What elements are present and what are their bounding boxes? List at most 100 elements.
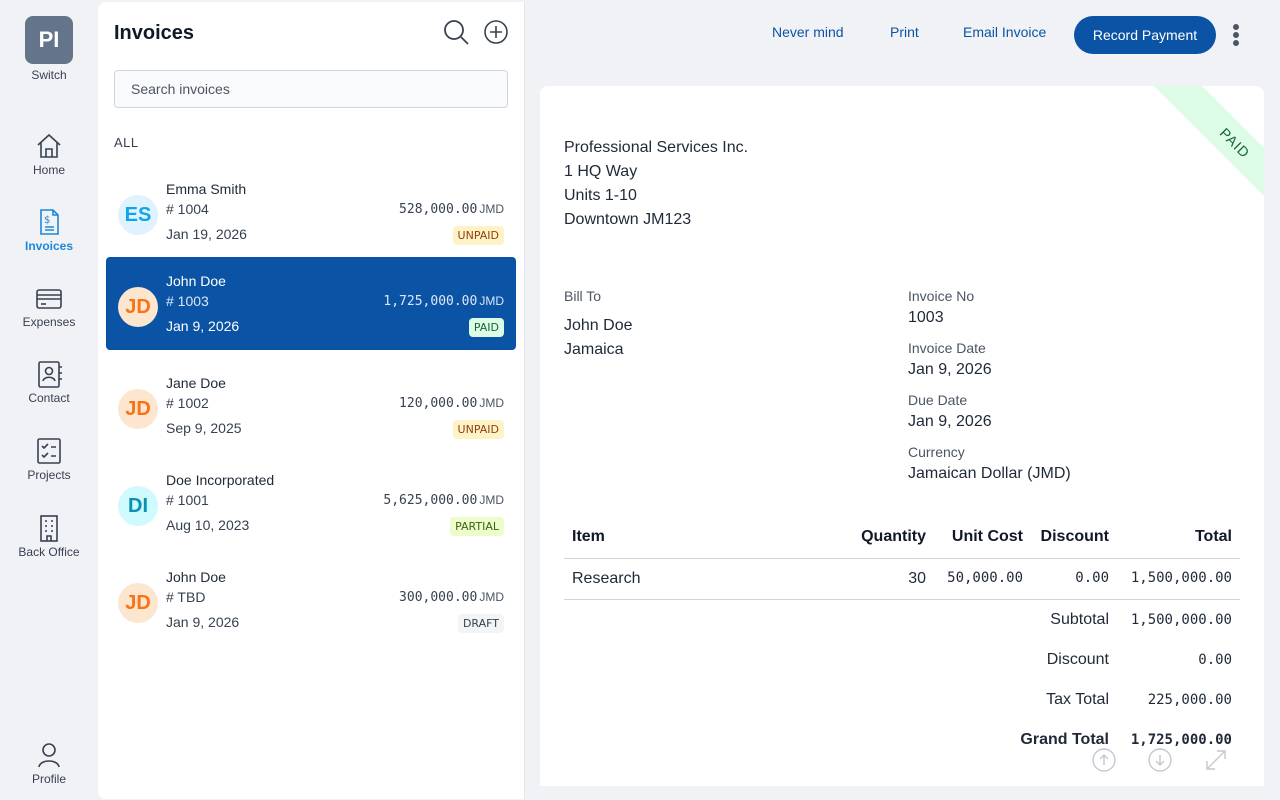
- print-button[interactable]: Print: [890, 24, 919, 40]
- nav-profile[interactable]: Profile: [0, 740, 98, 786]
- invoice-date: Jan 19, 2026: [166, 226, 247, 242]
- expand-icon[interactable]: [1203, 747, 1229, 773]
- amount-currency: JMD: [479, 493, 504, 507]
- grand-total-label: Grand Total: [1020, 731, 1109, 748]
- nav-contact[interactable]: Contact: [0, 359, 98, 405]
- wallet-icon: [36, 289, 62, 309]
- amount-currency: JMD: [479, 294, 504, 308]
- invoice-amount: 1,725,000.00 JMD: [383, 294, 504, 309]
- bill-to-label: Bill To: [564, 288, 602, 304]
- more-options-icon[interactable]: [1226, 20, 1246, 50]
- discount-label: Discount: [1046, 651, 1109, 668]
- switch-label: Switch: [31, 68, 67, 82]
- currency-value: Jamaican Dollar (JMD): [908, 465, 1071, 482]
- avatar: DI: [118, 486, 158, 526]
- table-divider: [564, 599, 1240, 600]
- invoice-date-label: Invoice Date: [908, 340, 986, 356]
- status-badge: UNPAID: [452, 226, 504, 245]
- row-total: 1,500,000.00: [1130, 570, 1232, 586]
- nav-back-office[interactable]: Back Office: [0, 513, 98, 559]
- col-header-total: Total: [1194, 528, 1232, 545]
- invoice-no-label: Invoice No: [908, 288, 975, 304]
- section-label-all: ALL: [114, 135, 139, 150]
- avatar: JD: [118, 389, 158, 429]
- user-icon: [38, 743, 60, 768]
- home-icon: [37, 133, 61, 158]
- search-icon[interactable]: [442, 18, 470, 46]
- never-mind-button[interactable]: Never mind: [772, 24, 844, 40]
- nav-home-label: Home: [32, 163, 65, 177]
- status-badge: PARTIAL: [450, 517, 504, 536]
- scroll-up-icon[interactable]: [1091, 747, 1117, 773]
- switch-button[interactable]: PI: [25, 16, 73, 64]
- invoice-customer-name: Emma Smith: [166, 181, 247, 197]
- invoice-date: Aug 10, 2023: [166, 517, 250, 533]
- invoice-list-item[interactable]: JD John Doe # 1003 Jan 9, 2026 1,725,000.00 J…: [106, 257, 516, 350]
- invoice-list-item[interactable]: ES Emma Smith # 1004 Jan 19, 2026 528,000.00…: [106, 165, 516, 258]
- nav-expenses-label: Expenses: [22, 315, 76, 329]
- checklist-icon: [37, 438, 61, 464]
- invoice-number: # TBD: [166, 589, 206, 605]
- record-payment-button[interactable]: Record Payment: [1074, 16, 1216, 54]
- nav-contact-label: Contact: [28, 391, 70, 405]
- status-badge: PAID: [468, 318, 504, 337]
- invoice-list-item[interactable]: JD Jane Doe # 1002 Sep 9, 2025 120,000.00 JMD…: [106, 359, 516, 452]
- discount-value: 0.00: [1198, 652, 1232, 668]
- invoice-amount: 120,000.00 JMD: [399, 396, 504, 411]
- invoice-document: PAID Professional Services Inc. 1 HQ Way…: [540, 86, 1264, 786]
- invoice-number: # 1003: [166, 293, 209, 309]
- col-header-unit-cost: Unit Cost: [951, 528, 1023, 545]
- invoice-customer-name: John Doe: [166, 569, 226, 585]
- invoice-list-panel: Invoices ALL ES Emma Smith # 1004 Jan 19, 2…: [98, 2, 525, 799]
- col-header-item: Item: [572, 528, 605, 545]
- nav-back-office-label: Back Office: [18, 545, 80, 559]
- company-address: Professional Services Inc. 1 HQ Way Unit…: [564, 136, 764, 232]
- invoice-list-item[interactable]: JD John Doe # TBD Jan 9, 2026 300,000.00 JMD D…: [106, 553, 516, 646]
- due-date-label: Due Date: [908, 392, 968, 408]
- avatar: ES: [118, 195, 158, 235]
- app-rail: PI Switch Home $ Invoices Expenses Conta…: [0, 0, 98, 800]
- paid-ribbon: PAID: [1141, 86, 1264, 237]
- invoice-customer-name: Jane Doe: [166, 375, 226, 391]
- invoice-amount: 5,625,000.00 JMD: [383, 493, 504, 508]
- nav-invoices-label: Invoices: [24, 239, 74, 253]
- email-invoice-button[interactable]: Email Invoice: [963, 24, 1047, 40]
- company-address-line: Units 1-10: [564, 187, 637, 204]
- row-unit-cost: 50,000.00: [947, 570, 1023, 586]
- invoice-number: # 1001: [166, 492, 209, 508]
- nav-expenses[interactable]: Expenses: [0, 283, 98, 329]
- nav-projects[interactable]: Projects: [0, 436, 98, 482]
- company-address-line: Downtown JM123: [564, 211, 692, 228]
- nav-profile-label: Profile: [31, 772, 66, 786]
- avatar: JD: [118, 583, 158, 623]
- amount-value: 1,725,000.00: [383, 294, 478, 309]
- row-discount: 0.00: [1075, 570, 1109, 586]
- subtotal-value: 1,500,000.00: [1130, 612, 1232, 628]
- nav-home[interactable]: Home: [0, 131, 98, 177]
- amount-value: 528,000.00: [399, 202, 478, 217]
- invoice-amount: 300,000.00 JMD: [399, 590, 504, 605]
- invoice-no-value: 1003: [908, 309, 944, 326]
- invoice-list-item[interactable]: DI Doe Incorporated # 1001 Aug 10, 2023 5,62…: [106, 456, 516, 549]
- search-input[interactable]: [114, 70, 508, 108]
- col-header-quantity: Quantity: [861, 528, 926, 545]
- col-header-discount: Discount: [1040, 528, 1109, 545]
- amount-value: 120,000.00: [399, 396, 478, 411]
- nav-invoices[interactable]: $ Invoices: [0, 207, 98, 253]
- amount-currency: JMD: [479, 590, 504, 604]
- scroll-down-icon[interactable]: [1147, 747, 1173, 773]
- building-icon: [40, 515, 58, 542]
- invoice-customer-name: Doe Incorporated: [166, 472, 275, 488]
- amount-currency: JMD: [479, 396, 504, 410]
- invoice-date-value: Jan 9, 2026: [908, 361, 992, 378]
- invoice-date: Jan 9, 2026: [166, 614, 240, 630]
- svg-text:$: $: [44, 215, 50, 226]
- company-address-line: 1 HQ Way: [564, 163, 638, 180]
- bill-to-country: Jamaica: [564, 341, 624, 358]
- row-quantity: 30: [908, 570, 926, 587]
- add-invoice-icon[interactable]: [482, 18, 510, 46]
- invoice-icon: $: [40, 209, 59, 235]
- invoice-date: Jan 9, 2026: [166, 318, 240, 334]
- table-divider: [564, 558, 1240, 559]
- currency-label: Currency: [908, 444, 965, 460]
